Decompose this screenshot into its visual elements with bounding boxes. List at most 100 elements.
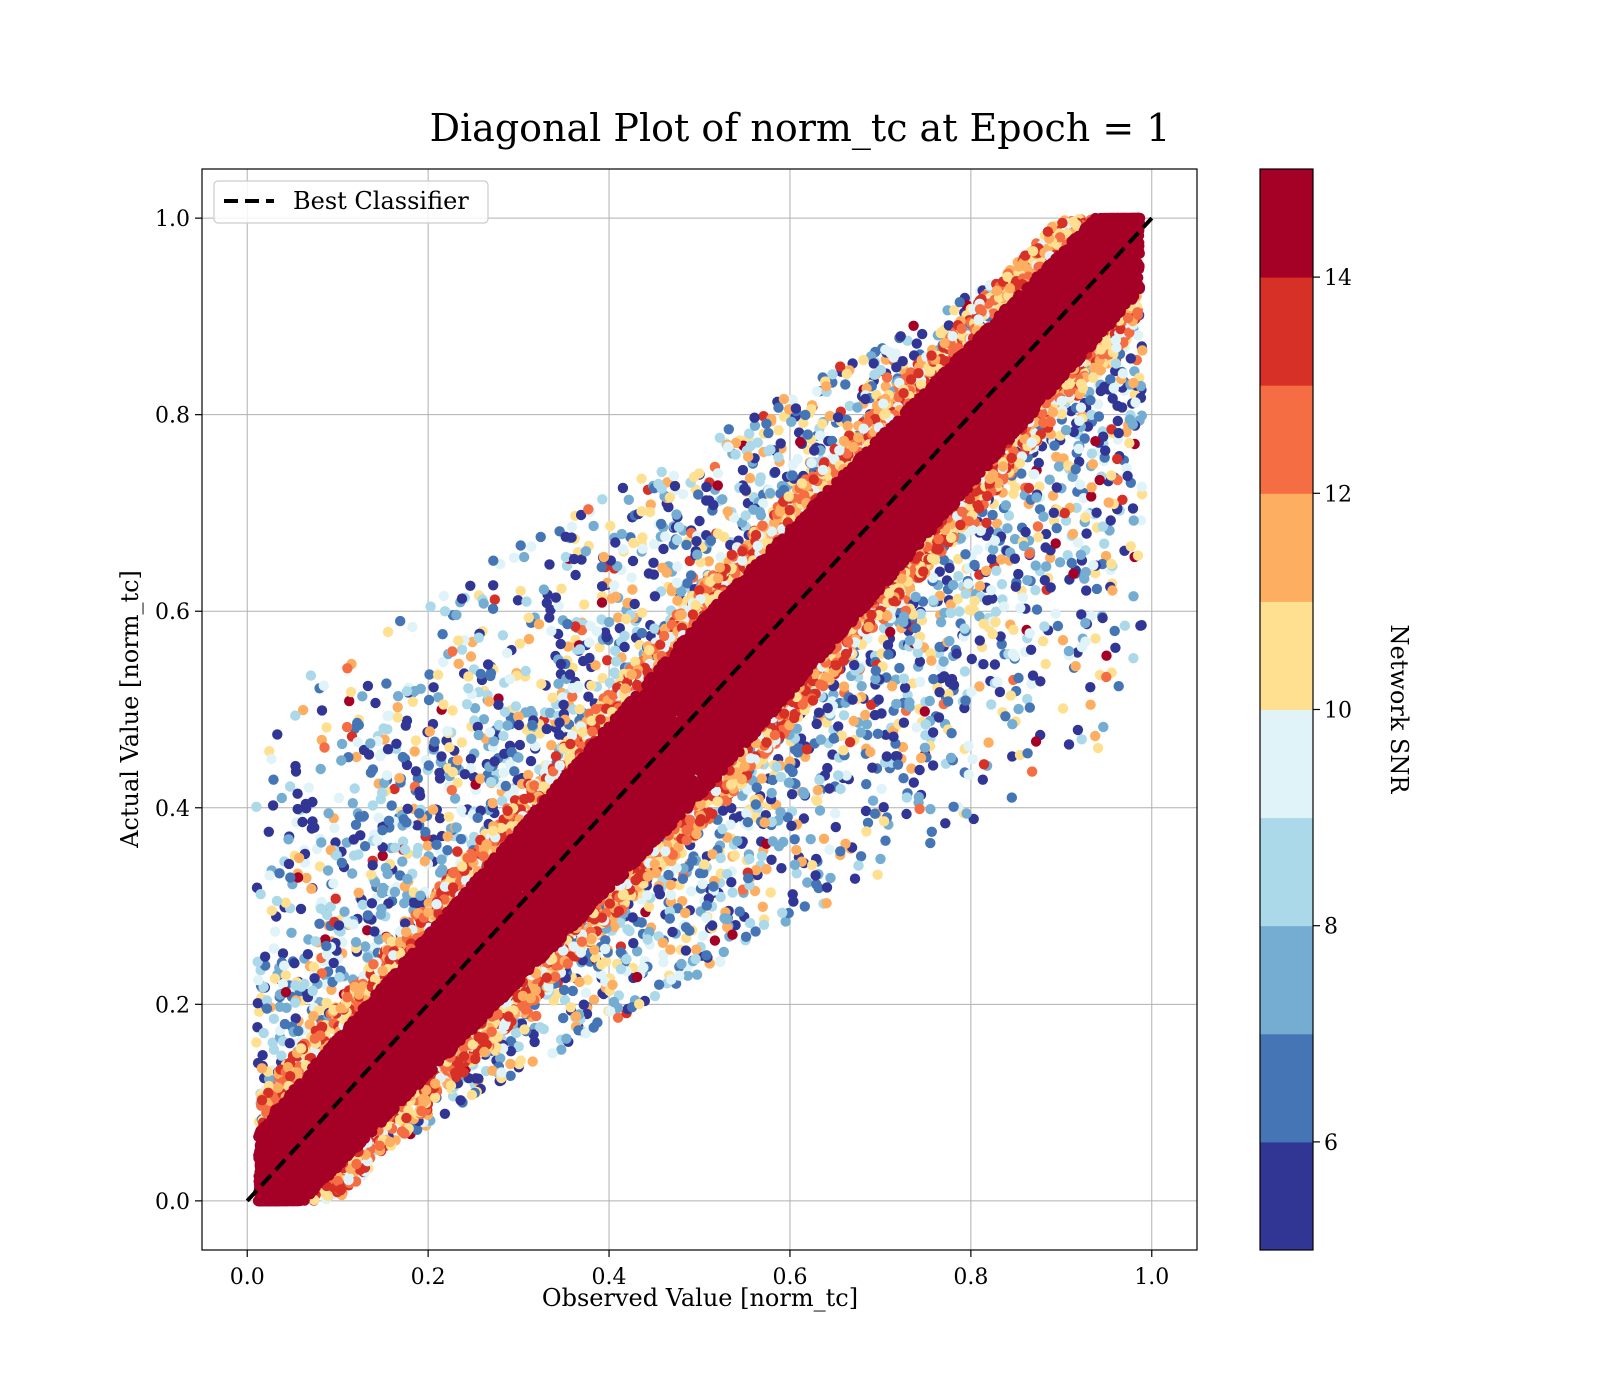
scatter-point (1068, 569, 1078, 579)
scatter-point (909, 777, 919, 787)
scatter-point (358, 900, 368, 910)
scatter-point (701, 950, 711, 960)
scatter-point (776, 863, 786, 873)
scatter-point (1020, 527, 1030, 537)
scatter-point (321, 941, 331, 951)
scatter-point (444, 812, 454, 822)
scatter-point (814, 775, 824, 785)
scatter-point (337, 858, 347, 868)
scatter-point (1081, 528, 1091, 538)
scatter-point (788, 460, 798, 470)
scatter-point (1088, 459, 1098, 469)
scatter-point (665, 944, 675, 954)
scatter-point (1061, 425, 1071, 435)
scatter-point (944, 563, 954, 573)
scatter-point (822, 763, 832, 773)
scatter-point (1008, 625, 1018, 635)
scatter-point (1092, 584, 1102, 594)
scatter-point (885, 627, 895, 637)
scatter-point (1031, 560, 1041, 570)
scatter-point (1068, 529, 1078, 539)
scatter-point (342, 663, 352, 673)
scatter-point (856, 727, 866, 737)
scatter-point (467, 1090, 477, 1100)
scatter-point (498, 767, 508, 777)
scatter-point (314, 919, 324, 929)
scatter-point (616, 964, 626, 974)
scatter-point (253, 998, 263, 1008)
scatter-point (509, 766, 519, 776)
scatter-point (619, 642, 629, 652)
scatter-point (812, 796, 822, 806)
scatter-point (987, 554, 997, 564)
scatter-point (657, 467, 667, 477)
scatter-point (628, 556, 638, 566)
scatter-point (558, 700, 568, 710)
scatter-point (344, 696, 354, 706)
scatter-point (951, 649, 961, 659)
scatter-point (813, 785, 823, 795)
scatter-point (899, 612, 909, 622)
scatter-point (584, 637, 594, 647)
scatter-point (277, 793, 287, 803)
scatter-point (412, 820, 422, 830)
scatter-point (710, 935, 720, 945)
scatter-point (819, 834, 829, 844)
scatter-point (835, 784, 845, 794)
scatter-point (402, 716, 412, 726)
scatter-point (600, 944, 610, 954)
scatter-point (1058, 703, 1068, 713)
scatter-point (861, 826, 871, 836)
scatter-point (1074, 416, 1084, 426)
scatter-point (473, 813, 483, 823)
scatter-point (663, 870, 673, 880)
scatter-point (1006, 690, 1016, 700)
scatter-point (329, 823, 339, 833)
scatter-point (653, 479, 663, 489)
scatter-point (1110, 626, 1120, 636)
scatter-point (251, 802, 261, 812)
scatter-point (741, 808, 751, 818)
scatter-point (1015, 603, 1025, 613)
scatter-point (908, 321, 918, 331)
scatter-point (519, 552, 529, 562)
scatter-point (393, 712, 403, 722)
scatter-point (413, 843, 423, 853)
scatter-point (488, 798, 498, 808)
scatter-point (264, 870, 274, 880)
scatter-point (431, 840, 441, 850)
scatter-point (562, 619, 572, 629)
scatter-point (786, 821, 796, 831)
scatter-point (456, 805, 466, 815)
scatter-point (684, 926, 694, 936)
scatter-point (800, 901, 810, 911)
scatter-point (964, 770, 974, 780)
scatter-point (534, 619, 544, 629)
scatter-point (556, 659, 566, 669)
scatter-point (447, 705, 457, 715)
scatter-point (873, 729, 883, 739)
scatter-point (466, 754, 476, 764)
scatter-point (377, 825, 387, 835)
scatter-point (843, 421, 853, 431)
scatter-point (717, 494, 727, 504)
scatter-point (766, 887, 776, 897)
scatter-point (354, 888, 364, 898)
scatter-point (1104, 497, 1114, 507)
scatter-point (334, 972, 344, 982)
scatter-point (1133, 330, 1143, 340)
scatter-point (938, 656, 948, 666)
scatter-point (1026, 645, 1036, 655)
scatter-point (1071, 464, 1081, 474)
scatter-point (334, 793, 344, 803)
scatter-point (701, 482, 711, 492)
scatter-point (948, 580, 958, 590)
scatter-point (493, 700, 503, 710)
scatter-point (1049, 508, 1059, 518)
scatter-point (272, 896, 282, 906)
scatter-point (306, 884, 316, 894)
scatter-point (581, 546, 591, 556)
scatter-point (584, 653, 594, 663)
scatter-point (975, 635, 985, 645)
scatter-point (1094, 411, 1104, 421)
